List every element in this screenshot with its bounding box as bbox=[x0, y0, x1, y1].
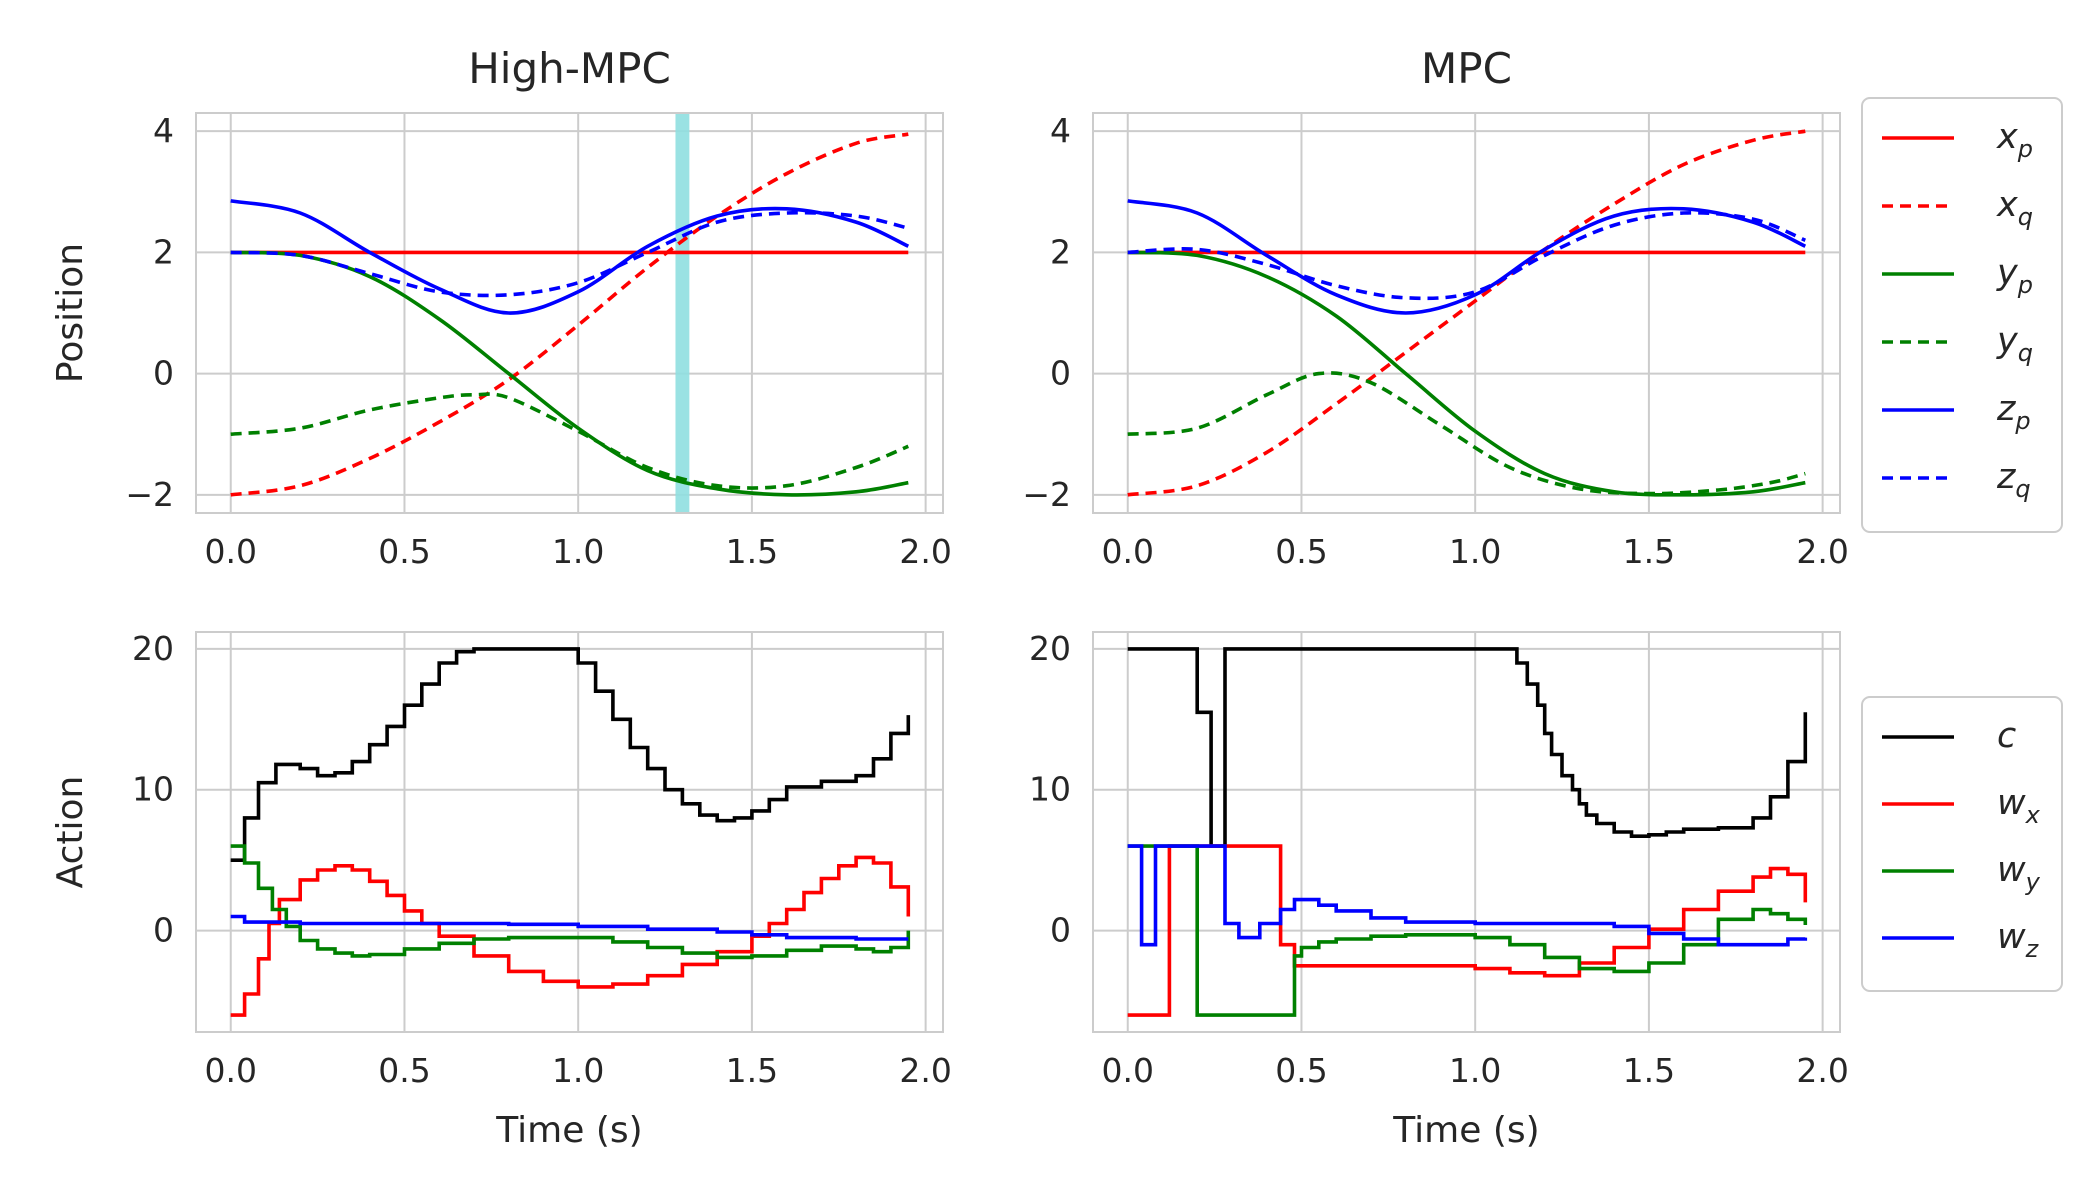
y-tick-label: 2 bbox=[153, 232, 174, 271]
x-tick-label: 0.0 bbox=[205, 532, 257, 571]
y-tick-label: 20 bbox=[1029, 629, 1071, 668]
panel-pos_high: 0.0 0.5 1.0 1.5 2.0 4 2 0 −2 High-MPC Position bbox=[50, 44, 952, 571]
legend-label: c bbox=[1997, 716, 2016, 756]
y-tick-label: 4 bbox=[1050, 111, 1071, 150]
series-xq-line bbox=[1127, 129, 1806, 497]
series-wy-line bbox=[230, 844, 911, 960]
x-tick-label: 0.0 bbox=[1102, 1051, 1154, 1090]
x-tick-label: 1.5 bbox=[726, 1051, 778, 1090]
y-tick-label: 2 bbox=[1050, 232, 1071, 271]
axes-frame bbox=[1092, 112, 1841, 514]
legend-frame bbox=[1861, 696, 2063, 992]
series-wz-line bbox=[1127, 844, 1808, 947]
x-tick-label: 1.0 bbox=[552, 532, 604, 571]
y-tick-label: 20 bbox=[132, 629, 174, 668]
x-tick-label: 0.5 bbox=[378, 1051, 430, 1090]
legend-label: yq bbox=[1996, 321, 2033, 367]
legend-label: yp bbox=[1996, 253, 2033, 299]
legend-label: zp bbox=[1996, 389, 2031, 435]
x-tick-label: 2.0 bbox=[899, 1051, 951, 1090]
legend-label: wz bbox=[1997, 917, 2040, 963]
x-tick-label: 1.5 bbox=[1623, 1051, 1675, 1090]
x-tick-label: 1.0 bbox=[1449, 532, 1501, 571]
chart-title: High-MPC bbox=[468, 44, 671, 93]
legend-label: zq bbox=[1996, 457, 2031, 503]
series-zp-line bbox=[1127, 199, 1807, 315]
x-axis-label: Time (s) bbox=[495, 1110, 642, 1151]
x-tick-label: 1.5 bbox=[726, 532, 778, 571]
series-yp-line bbox=[230, 250, 909, 497]
x-tick-label: 0.5 bbox=[1275, 1051, 1327, 1090]
plot-area bbox=[196, 632, 943, 1032]
series-wz-line bbox=[230, 914, 909, 941]
series-c-line bbox=[1127, 647, 1808, 848]
legend-position: xp xq yp yq zp zq bbox=[1861, 97, 2063, 533]
plot-area bbox=[1093, 113, 1840, 513]
axes-frame bbox=[1092, 631, 1841, 1033]
legend-frame bbox=[1861, 97, 2063, 533]
series-yq-line bbox=[1127, 371, 1806, 496]
chart-title: MPC bbox=[1421, 44, 1512, 93]
plot-area bbox=[1093, 632, 1840, 1032]
y-tick-label: 0 bbox=[153, 354, 174, 393]
y-tick-label: 10 bbox=[132, 770, 174, 809]
x-axis-label: Time (s) bbox=[1392, 1110, 1539, 1151]
series-wy-line bbox=[1127, 844, 1808, 1017]
series-zq-line bbox=[230, 210, 909, 298]
y-tick-label: 10 bbox=[1029, 770, 1071, 809]
series-yp-line bbox=[1127, 250, 1806, 497]
x-tick-label: 2.0 bbox=[1796, 1051, 1848, 1090]
x-tick-label: 1.0 bbox=[1449, 1051, 1501, 1090]
series-xq-line bbox=[230, 132, 909, 497]
y-tick-label: 0 bbox=[1050, 354, 1071, 393]
y-axis-label: Position bbox=[50, 243, 91, 383]
y-tick-label: 4 bbox=[153, 111, 174, 150]
series-wx-line bbox=[230, 855, 911, 1017]
axes-frame bbox=[195, 631, 944, 1033]
x-tick-label: 0.5 bbox=[1275, 532, 1327, 571]
y-tick-label: −2 bbox=[1022, 475, 1071, 514]
legend-label: xp bbox=[1996, 117, 2033, 163]
series-yq-line bbox=[230, 392, 909, 490]
x-tick-label: 0.0 bbox=[205, 1051, 257, 1090]
legend-label: wy bbox=[1997, 850, 2041, 896]
legend-label: xq bbox=[1996, 185, 2033, 231]
legend-action: c wx wy wz bbox=[1861, 696, 2063, 992]
plot-area bbox=[196, 113, 943, 513]
panel-pos_mpc: 0.0 0.5 1.0 1.5 2.0 4 2 0 −2 MPC bbox=[1022, 44, 1849, 571]
y-axis-label: Action bbox=[50, 776, 91, 889]
series-c-line bbox=[230, 647, 911, 862]
x-tick-label: 2.0 bbox=[1796, 532, 1848, 571]
x-tick-label: 2.0 bbox=[899, 532, 951, 571]
y-tick-label: −2 bbox=[125, 475, 174, 514]
x-tick-label: 0.0 bbox=[1102, 532, 1154, 571]
highlight-band bbox=[675, 113, 690, 513]
panel-act_mpc: 0.0 0.5 1.0 1.5 2.0 20 10 0 Time (s) bbox=[1029, 629, 1849, 1151]
legend-label: wx bbox=[1997, 783, 2041, 829]
series-zq-line bbox=[1127, 210, 1807, 301]
panel-act_high: 0.0 0.5 1.0 1.5 2.0 20 10 0 Action Time (s) bbox=[50, 629, 952, 1151]
y-tick-label: 0 bbox=[153, 911, 174, 950]
y-tick-label: 0 bbox=[1050, 911, 1071, 950]
x-tick-label: 1.0 bbox=[552, 1051, 604, 1090]
x-tick-label: 1.5 bbox=[1623, 532, 1675, 571]
x-tick-label: 0.5 bbox=[378, 532, 430, 571]
series-zp-line bbox=[230, 199, 910, 315]
axes-frame bbox=[195, 112, 944, 514]
